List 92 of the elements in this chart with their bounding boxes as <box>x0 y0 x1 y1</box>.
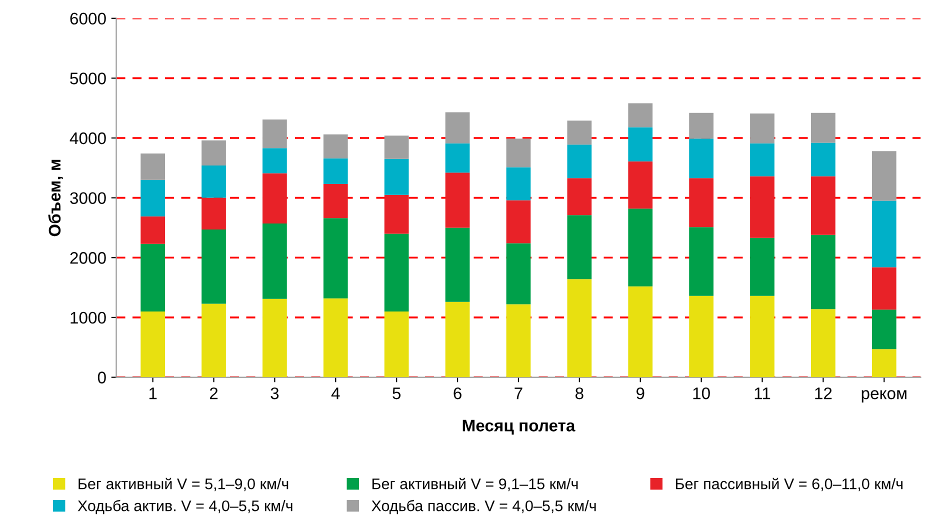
bar <box>567 144 592 178</box>
bar <box>811 112 836 143</box>
bar <box>140 154 166 180</box>
bar <box>506 200 531 244</box>
bar <box>811 234 836 310</box>
legend-label: Бег активный V = 9,1–15 км/ч <box>372 478 578 492</box>
bar <box>323 184 348 218</box>
bar <box>323 298 348 378</box>
bar <box>811 309 836 378</box>
y-axis-title: Объем, м <box>48 160 64 236</box>
bar <box>384 311 409 378</box>
bar <box>689 178 714 228</box>
bar <box>506 138 531 168</box>
bar <box>202 304 226 378</box>
bar <box>750 238 774 296</box>
y-tick-label: 2000 <box>70 252 106 264</box>
legend-label: Ходьба пассив. V = 4,0–5,5 км/ч <box>372 500 596 514</box>
bar <box>384 194 409 234</box>
bar <box>262 119 287 148</box>
bar <box>506 167 531 200</box>
bar <box>872 310 896 350</box>
bar <box>323 134 348 158</box>
bar <box>202 198 226 230</box>
bar <box>384 136 409 159</box>
x-axis-title: Месяц полета <box>462 420 576 435</box>
bar <box>567 215 592 280</box>
bar <box>628 161 653 209</box>
bar <box>140 180 166 216</box>
bar <box>140 244 166 312</box>
bar <box>384 234 409 312</box>
bar <box>872 349 896 378</box>
x-tick-label: 4 <box>331 388 340 400</box>
y-tick-label: 1000 <box>70 312 106 324</box>
x-tick-label: 9 <box>636 387 644 400</box>
bar <box>872 267 896 310</box>
bar <box>140 311 166 378</box>
bar <box>689 138 714 178</box>
bar <box>689 227 714 296</box>
bar <box>750 113 774 144</box>
x-tick-label: 6 <box>454 387 462 400</box>
bar <box>567 279 592 378</box>
bar <box>140 216 166 244</box>
bar <box>689 296 714 378</box>
x-tick-label: 10 <box>693 387 710 400</box>
bar <box>872 200 896 268</box>
bar <box>262 298 287 378</box>
bar <box>872 151 896 201</box>
x-tick-label: 7 <box>514 388 522 400</box>
bar <box>445 228 470 302</box>
x-tick-label: 2 <box>210 387 218 400</box>
y-tick-label: 0 <box>98 372 106 384</box>
bar <box>202 166 226 198</box>
bar <box>323 218 348 298</box>
bar <box>262 173 287 224</box>
legend-label: Ходьба актив. V = 4,0–5,5 км/ч <box>78 500 292 514</box>
bar <box>750 143 774 176</box>
x-tick-label: 1 <box>149 388 157 400</box>
legend-label: Бег пассивный V = 6,0–11,0 км/ч <box>676 478 902 492</box>
bar <box>323 158 348 184</box>
legend-label: Бег активный V = 5,1–9,0 км/ч <box>78 478 288 492</box>
bar <box>567 120 592 145</box>
bar <box>628 103 653 128</box>
bar <box>811 142 836 176</box>
x-tick-label: 3 <box>270 387 279 400</box>
bar <box>262 148 287 174</box>
bar <box>628 286 653 378</box>
bar <box>445 112 470 144</box>
bar <box>506 243 531 304</box>
bar <box>262 224 287 299</box>
bar <box>445 172 470 228</box>
x-tick-label: реком <box>862 390 906 403</box>
bar <box>689 112 714 139</box>
bar <box>811 176 836 235</box>
bar <box>750 296 774 378</box>
y-tick-label: 5000 <box>70 72 106 84</box>
y-tick-label: 3000 <box>70 192 106 204</box>
x-tick-label: 12 <box>815 387 832 400</box>
y-tick-label: 4000 <box>70 132 106 144</box>
bar <box>445 143 470 173</box>
bar <box>628 208 653 286</box>
y-tick-label: 6000 <box>70 12 106 25</box>
bar <box>202 230 226 304</box>
bar <box>506 304 531 378</box>
x-tick-label: 11 <box>754 388 770 400</box>
bar <box>567 178 592 216</box>
bar <box>445 302 470 378</box>
bar <box>202 140 226 166</box>
bar <box>384 158 409 195</box>
bar <box>750 176 774 238</box>
bar <box>628 127 653 162</box>
x-tick-label: 5 <box>392 388 401 400</box>
x-tick-label: 8 <box>576 387 584 400</box>
